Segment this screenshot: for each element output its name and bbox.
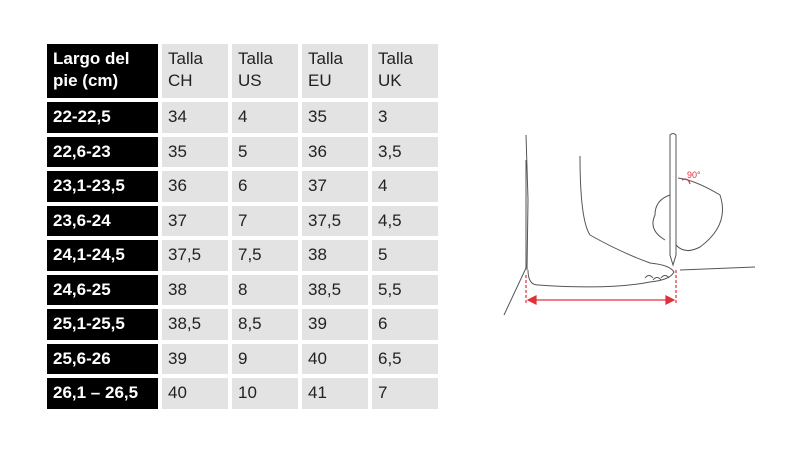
size-cell: 37,5 xyxy=(162,240,228,271)
size-cell: 38,5 xyxy=(302,274,368,305)
size-cell: 36 xyxy=(302,136,368,167)
size-cell: 9 xyxy=(232,343,298,374)
size-cell: 39 xyxy=(162,343,228,374)
size-cell: 7 xyxy=(372,378,438,409)
size-cell: 37,5 xyxy=(302,205,368,236)
header-line: pie (cm) xyxy=(53,71,119,90)
foot-length-cell: 24,6-25 xyxy=(47,274,158,305)
header-line: EU xyxy=(308,71,332,90)
header-cell: Talla US xyxy=(232,44,298,98)
header-line: Talla xyxy=(308,49,343,68)
size-cell: 38,5 xyxy=(162,309,228,340)
size-cell: 5 xyxy=(372,240,438,271)
table-row: 25,1-25,5 38,5 8,5 39 6 xyxy=(47,309,438,340)
header-cell: Talla CH xyxy=(162,44,228,98)
size-cell: 40 xyxy=(302,343,368,374)
size-cell: 38 xyxy=(302,240,368,271)
size-cell: 34 xyxy=(162,102,228,133)
foot-length-cell: 22,6-23 xyxy=(47,136,158,167)
size-cell: 4,5 xyxy=(372,205,438,236)
header-row: Largo del pie (cm) Talla CH Talla US Talla EU Ta… xyxy=(47,44,438,98)
header-line: Largo del xyxy=(53,49,130,68)
size-cell: 6 xyxy=(232,171,298,202)
size-cell: 4 xyxy=(372,171,438,202)
size-cell: 35 xyxy=(302,102,368,133)
header-line: UK xyxy=(378,71,402,90)
size-cell: 38 xyxy=(162,274,228,305)
header-line: CH xyxy=(168,71,193,90)
size-cell: 7,5 xyxy=(232,240,298,271)
size-cell: 37 xyxy=(162,205,228,236)
size-cell: 8,5 xyxy=(232,309,298,340)
table-row: 25,6-26 39 9 40 6,5 xyxy=(47,343,438,374)
foot-length-cell: 23,1-23,5 xyxy=(47,171,158,202)
size-chart-table: Largo del pie (cm) Talla CH Talla US Talla EU Ta… xyxy=(43,40,442,413)
foot-length-cell: 25,6-26 xyxy=(47,343,158,374)
foot-length-cell: 23,6-24 xyxy=(47,205,158,236)
size-cell: 7 xyxy=(232,205,298,236)
header-cell: Talla EU xyxy=(302,44,368,98)
table-row: 22,6-23 35 5 36 3,5 xyxy=(47,136,438,167)
table-row: 24,1-24,5 37,5 7,5 38 5 xyxy=(47,240,438,271)
foot-length-cell: 24,1-24,5 xyxy=(47,240,158,271)
size-cell: 6 xyxy=(372,309,438,340)
size-cell: 39 xyxy=(302,309,368,340)
size-cell: 5 xyxy=(232,136,298,167)
table-row: 26,1 – 26,5 40 10 41 7 xyxy=(47,378,438,409)
header-line: Talla xyxy=(378,49,413,68)
size-cell: 35 xyxy=(162,136,228,167)
size-cell: 5,5 xyxy=(372,274,438,305)
size-cell: 4 xyxy=(232,102,298,133)
size-cell: 36 xyxy=(162,171,228,202)
header-cell: Talla UK xyxy=(372,44,438,98)
angle-label: 90° xyxy=(687,170,701,180)
size-cell: 41 xyxy=(302,378,368,409)
size-cell: 40 xyxy=(162,378,228,409)
header-line: US xyxy=(238,71,262,90)
size-cell: 3,5 xyxy=(372,136,438,167)
table-row: 24,6-25 38 8 38,5 5,5 xyxy=(47,274,438,305)
foot-length-cell: 22-22,5 xyxy=(47,102,158,133)
table-row: 22-22,5 34 4 35 3 xyxy=(47,102,438,133)
size-cell: 10 xyxy=(232,378,298,409)
foot-measurement-illustration: 90° xyxy=(503,133,756,316)
header-line: Talla xyxy=(168,49,203,68)
size-cell: 3 xyxy=(372,102,438,133)
size-cell: 8 xyxy=(232,274,298,305)
foot-length-cell: 26,1 – 26,5 xyxy=(47,378,158,409)
size-cell: 37 xyxy=(302,171,368,202)
foot-length-cell: 25,1-25,5 xyxy=(47,309,158,340)
table-row: 23,1-23,5 36 6 37 4 xyxy=(47,171,438,202)
size-cell: 6,5 xyxy=(372,343,438,374)
header-line: Talla xyxy=(238,49,273,68)
table-row: 23,6-24 37 7 37,5 4,5 xyxy=(47,205,438,236)
header-cell: Largo del pie (cm) xyxy=(47,44,158,98)
